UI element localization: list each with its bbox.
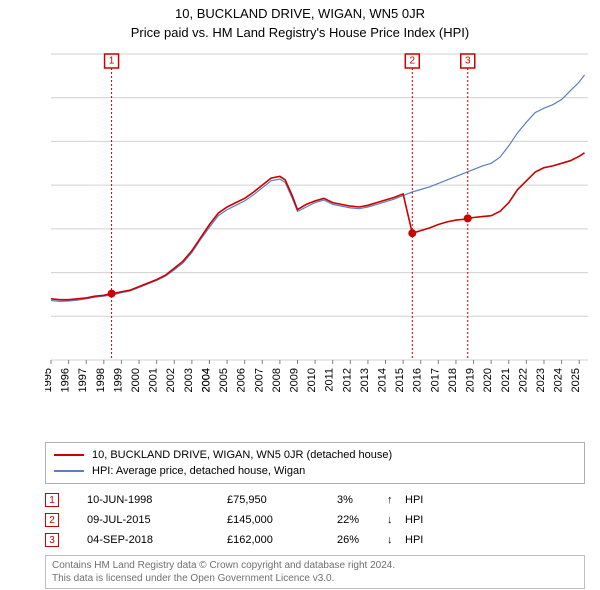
legend: 10, BUCKLAND DRIVE, WIGAN, WN5 0JR (deta… — [45, 442, 585, 484]
x-axis-label: 2005 — [218, 368, 230, 392]
x-axis-label: 2006 — [236, 368, 248, 392]
table-row: 2 09-JUL-2015 £145,000 22% ↓ HPI — [45, 510, 585, 530]
x-axis-label: 2010 — [306, 368, 318, 392]
transaction-pct: 3% — [337, 494, 387, 506]
x-axis-label: 2023 — [535, 368, 547, 392]
y-axis-label: £300K — [45, 93, 46, 105]
x-axis-label: 2012 — [341, 368, 353, 392]
transaction-pct: 22% — [337, 514, 387, 526]
table-row: 3 04-SEP-2018 £162,000 26% ↓ HPI — [45, 530, 585, 550]
y-axis-label: £350K — [45, 50, 46, 61]
transaction-pct: 26% — [337, 534, 387, 546]
chart-svg: £0£50K£100K£150K£200K£250K£300K£350K1995… — [45, 50, 590, 400]
x-axis-label: 2011 — [324, 368, 336, 392]
x-axis-label: 2001 — [148, 368, 160, 392]
series-property — [51, 153, 585, 300]
x-axis-label: 2022 — [517, 368, 529, 392]
title-address: 10, BUCKLAND DRIVE, WIGAN, WN5 0JR — [0, 6, 600, 21]
transaction-marker-box: 3 — [45, 533, 59, 547]
x-axis-label: 2021 — [500, 368, 512, 392]
x-axis-label: 2014 — [377, 368, 389, 392]
footer-line: Contains HM Land Registry data © Crown c… — [52, 559, 578, 572]
title-block: 10, BUCKLAND DRIVE, WIGAN, WN5 0JR Price… — [0, 0, 600, 40]
y-axis-label: £100K — [45, 268, 46, 280]
x-axis-label: 2008 — [271, 368, 283, 392]
legend-row: HPI: Average price, detached house, Wiga… — [54, 463, 576, 479]
legend-row: 10, BUCKLAND DRIVE, WIGAN, WN5 0JR (deta… — [54, 447, 576, 463]
marker-number: 1 — [109, 56, 115, 67]
marker-dot — [464, 214, 472, 222]
arrow-down-icon: ↓ — [387, 514, 405, 526]
transaction-hpi: HPI — [405, 494, 435, 506]
transaction-price: £145,000 — [227, 514, 337, 526]
chart-area: £0£50K£100K£150K£200K£250K£300K£350K1995… — [45, 50, 590, 400]
y-axis-label: £150K — [45, 224, 46, 236]
x-axis-label: 1996 — [60, 368, 72, 392]
x-axis-label: 2024 — [553, 368, 565, 392]
x-axis-label: 2003 — [183, 368, 195, 392]
transaction-marker-box: 1 — [45, 493, 59, 507]
x-axis-label: 2019 — [465, 368, 477, 392]
x-axis-label: 2016 — [412, 368, 424, 392]
legend-label: HPI: Average price, detached house, Wiga… — [92, 465, 305, 477]
transaction-date: 09-JUL-2015 — [87, 514, 227, 526]
x-axis-label: 2015 — [394, 368, 406, 392]
arrow-up-icon: ↑ — [387, 494, 405, 506]
transaction-marker-box: 2 — [45, 513, 59, 527]
y-axis-label: £250K — [45, 136, 46, 148]
x-axis-label: 2009 — [288, 368, 300, 392]
y-axis-label: £50K — [45, 311, 46, 323]
marker-dot — [108, 290, 116, 298]
transaction-date: 04-SEP-2018 — [87, 534, 227, 546]
transaction-date: 10-JUN-1998 — [87, 494, 227, 506]
y-axis-label: £200K — [45, 180, 46, 192]
x-axis-label: 2020 — [482, 368, 494, 392]
x-axis-label: 1995 — [45, 368, 54, 392]
x-axis-label: 2025 — [570, 368, 582, 392]
x-axis-label: 2002 — [165, 368, 177, 392]
x-axis-label: 2000 — [130, 368, 142, 392]
series-hpi — [51, 75, 585, 301]
marker-number: 2 — [410, 56, 416, 67]
transaction-table: 1 10-JUN-1998 £75,950 3% ↑ HPI 2 09-JUL-… — [45, 490, 585, 550]
title-subtitle: Price paid vs. HM Land Registry's House … — [0, 25, 600, 40]
x-axis-label: 2007 — [253, 368, 265, 392]
footer-line: This data is licensed under the Open Gov… — [52, 572, 578, 585]
x-axis-label: 1999 — [112, 368, 124, 392]
x-axis-label: 2017 — [429, 368, 441, 392]
marker-dot — [408, 229, 416, 237]
x-axis-label: 2013 — [359, 368, 371, 392]
legend-swatch-red — [54, 454, 84, 456]
x-axis-label: 2018 — [447, 368, 459, 392]
marker-number: 3 — [465, 56, 471, 67]
chart-container: 10, BUCKLAND DRIVE, WIGAN, WN5 0JR Price… — [0, 0, 600, 590]
transaction-hpi: HPI — [405, 514, 435, 526]
x-axis-label: 1997 — [77, 368, 89, 392]
footer-attribution: Contains HM Land Registry data © Crown c… — [45, 555, 585, 589]
transaction-price: £162,000 — [227, 534, 337, 546]
legend-swatch-blue — [54, 470, 84, 472]
transaction-hpi: HPI — [405, 534, 435, 546]
x-axis-label: 1998 — [95, 368, 107, 392]
x-axis-label: 2004 — [200, 368, 212, 392]
legend-label: 10, BUCKLAND DRIVE, WIGAN, WN5 0JR (deta… — [92, 449, 392, 461]
arrow-down-icon: ↓ — [387, 534, 405, 546]
table-row: 1 10-JUN-1998 £75,950 3% ↑ HPI — [45, 490, 585, 510]
transaction-price: £75,950 — [227, 494, 337, 506]
